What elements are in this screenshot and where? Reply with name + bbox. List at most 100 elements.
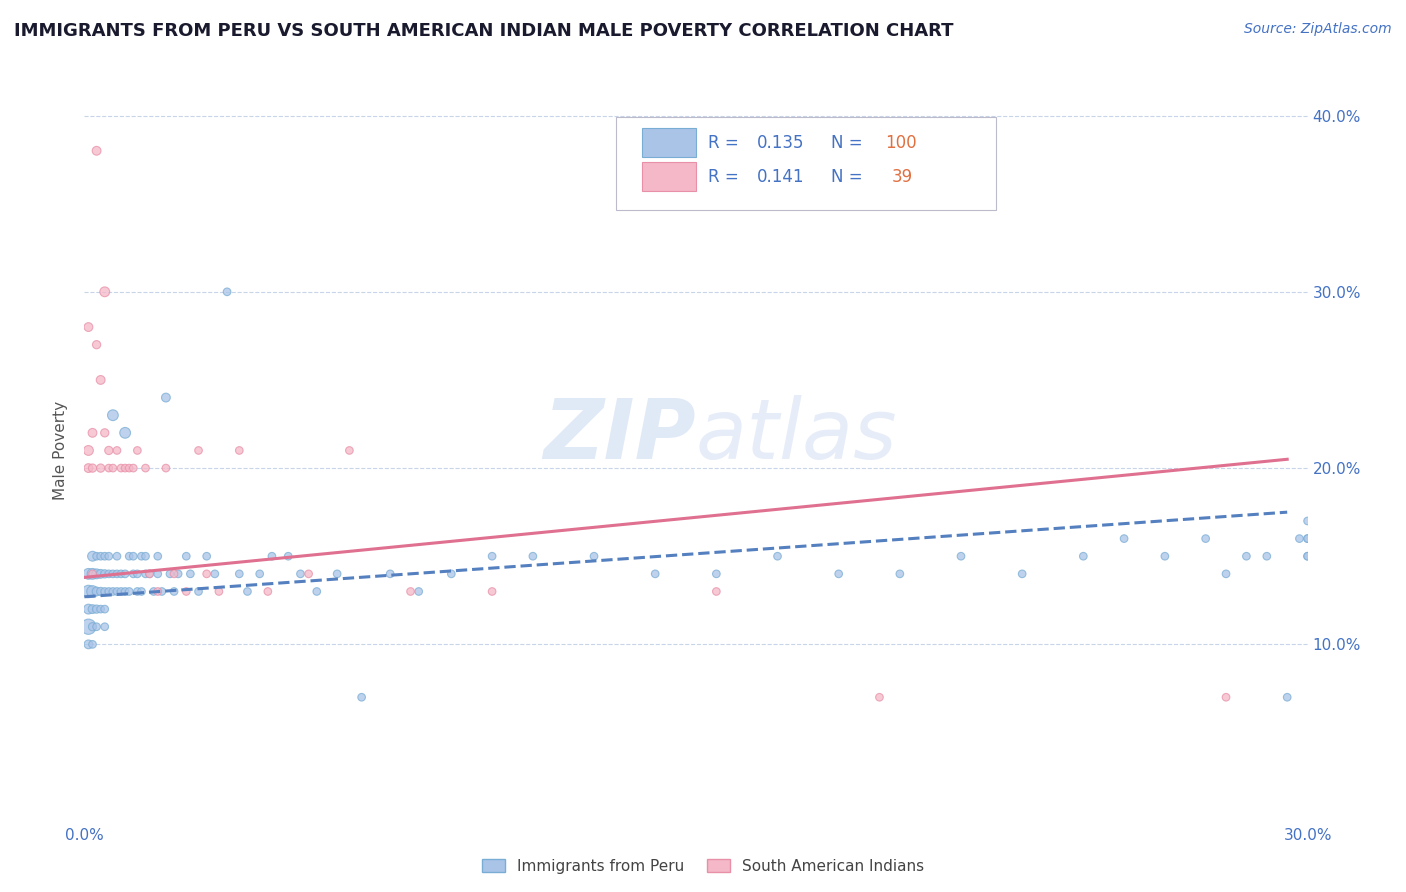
Point bbox=[122, 549, 145, 564]
Point bbox=[1296, 549, 1319, 564]
Y-axis label: Male Poverty: Male Poverty bbox=[53, 401, 69, 500]
Point bbox=[93, 566, 115, 581]
Point bbox=[138, 566, 160, 581]
Point bbox=[131, 584, 153, 599]
Point bbox=[82, 620, 104, 634]
Point bbox=[105, 566, 128, 581]
Point bbox=[187, 584, 209, 599]
Point bbox=[93, 602, 115, 616]
Point bbox=[889, 566, 911, 581]
Text: R =: R = bbox=[709, 169, 744, 186]
Point bbox=[228, 566, 250, 581]
Point bbox=[522, 549, 544, 564]
Point bbox=[408, 584, 430, 599]
Point bbox=[90, 584, 112, 599]
Point bbox=[1215, 690, 1237, 705]
Point bbox=[142, 584, 165, 599]
Point bbox=[77, 637, 100, 651]
Point bbox=[290, 566, 312, 581]
Point bbox=[399, 584, 422, 599]
Point bbox=[97, 584, 120, 599]
Point bbox=[1277, 690, 1299, 705]
Point bbox=[86, 337, 108, 351]
Point bbox=[93, 285, 115, 299]
Point bbox=[97, 549, 120, 564]
Point bbox=[86, 144, 108, 158]
Point bbox=[187, 443, 209, 458]
Point bbox=[1296, 549, 1319, 564]
Point bbox=[277, 549, 299, 564]
Point bbox=[236, 584, 259, 599]
Point bbox=[110, 584, 132, 599]
Point bbox=[305, 584, 328, 599]
Point bbox=[380, 566, 402, 581]
Point bbox=[86, 620, 108, 634]
Point bbox=[950, 549, 973, 564]
Point bbox=[1011, 566, 1033, 581]
Point bbox=[155, 461, 177, 475]
Point bbox=[105, 443, 128, 458]
Point bbox=[481, 549, 503, 564]
Point bbox=[105, 549, 128, 564]
Text: atlas: atlas bbox=[696, 395, 897, 476]
Point bbox=[97, 443, 120, 458]
Point bbox=[122, 566, 145, 581]
Point bbox=[77, 620, 100, 634]
Point bbox=[93, 620, 115, 634]
Point bbox=[77, 566, 100, 581]
Point bbox=[101, 461, 124, 475]
Point bbox=[204, 566, 226, 581]
Point bbox=[1296, 532, 1319, 546]
Point bbox=[350, 690, 373, 705]
Point bbox=[90, 602, 112, 616]
Point bbox=[101, 566, 124, 581]
Point bbox=[326, 566, 349, 581]
Point bbox=[138, 566, 160, 581]
Point bbox=[114, 425, 136, 440]
Point bbox=[644, 566, 666, 581]
Point bbox=[298, 566, 321, 581]
Point bbox=[766, 549, 789, 564]
Point bbox=[82, 549, 104, 564]
Point bbox=[101, 408, 124, 422]
Point bbox=[481, 584, 503, 599]
Point bbox=[1215, 566, 1237, 581]
Point bbox=[131, 549, 153, 564]
Text: 0.141: 0.141 bbox=[758, 169, 804, 186]
Point bbox=[228, 443, 250, 458]
Point bbox=[260, 549, 283, 564]
FancyBboxPatch shape bbox=[643, 128, 696, 157]
Point bbox=[1296, 514, 1319, 528]
Point bbox=[1195, 532, 1218, 546]
Point bbox=[118, 584, 141, 599]
Point bbox=[77, 584, 100, 599]
Point bbox=[118, 461, 141, 475]
Point bbox=[82, 566, 104, 581]
Point bbox=[90, 461, 112, 475]
Point bbox=[1154, 549, 1177, 564]
Text: IMMIGRANTS FROM PERU VS SOUTH AMERICAN INDIAN MALE POVERTY CORRELATION CHART: IMMIGRANTS FROM PERU VS SOUTH AMERICAN I… bbox=[14, 22, 953, 40]
Text: N =: N = bbox=[831, 134, 868, 153]
Point bbox=[122, 461, 145, 475]
Text: Source: ZipAtlas.com: Source: ZipAtlas.com bbox=[1244, 22, 1392, 37]
Point bbox=[90, 373, 112, 387]
Text: N =: N = bbox=[831, 169, 868, 186]
Point bbox=[1288, 532, 1310, 546]
Point bbox=[163, 566, 186, 581]
Point bbox=[217, 285, 239, 299]
Point bbox=[195, 549, 218, 564]
Point bbox=[82, 461, 104, 475]
Point bbox=[339, 443, 361, 458]
Point bbox=[706, 566, 728, 581]
Point bbox=[440, 566, 463, 581]
Point bbox=[90, 566, 112, 581]
Point bbox=[127, 566, 149, 581]
Point bbox=[135, 566, 157, 581]
Point bbox=[583, 549, 606, 564]
Point bbox=[82, 425, 104, 440]
Point bbox=[1236, 549, 1258, 564]
Point bbox=[77, 461, 100, 475]
Point bbox=[179, 566, 201, 581]
Text: 100: 100 bbox=[886, 134, 917, 153]
Point bbox=[208, 584, 231, 599]
